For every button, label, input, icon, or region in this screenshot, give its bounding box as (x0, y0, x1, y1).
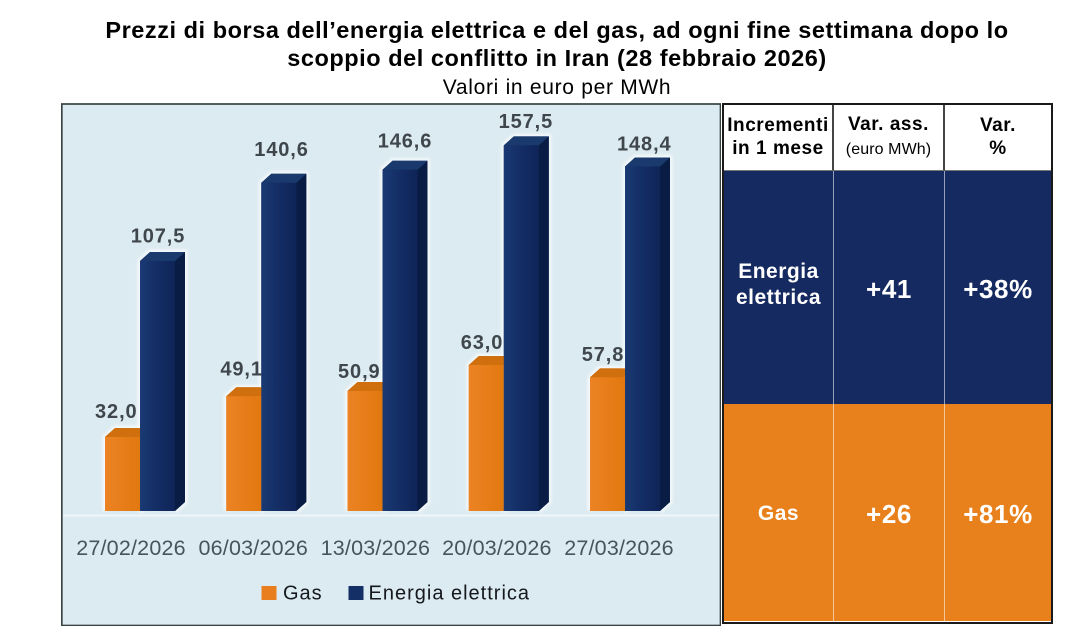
svg-text:50,9: 50,9 (338, 361, 381, 383)
svg-text:Gas: Gas (283, 583, 323, 605)
svg-text:157,5: 157,5 (499, 111, 554, 133)
svg-text:148,4: 148,4 (617, 134, 672, 156)
svg-text:13/03/2026: 13/03/2026 (321, 536, 431, 560)
svg-text:63,0: 63,0 (461, 332, 504, 354)
svg-text:27/03/2026: 27/03/2026 (564, 536, 674, 560)
svg-text:107,5: 107,5 (131, 226, 186, 248)
svg-text:146,6: 146,6 (378, 131, 433, 153)
svg-text:27/02/2026: 27/02/2026 (76, 536, 186, 560)
svg-text:Energia elettrica: Energia elettrica (369, 583, 531, 605)
svg-text:32,0: 32,0 (95, 401, 138, 423)
svg-text:06/03/2026: 06/03/2026 (198, 536, 308, 560)
svg-text:140,6: 140,6 (254, 139, 309, 161)
svg-text:57,8: 57,8 (582, 344, 625, 366)
svg-text:49,1: 49,1 (220, 359, 263, 381)
svg-text:20/03/2026: 20/03/2026 (442, 536, 552, 560)
